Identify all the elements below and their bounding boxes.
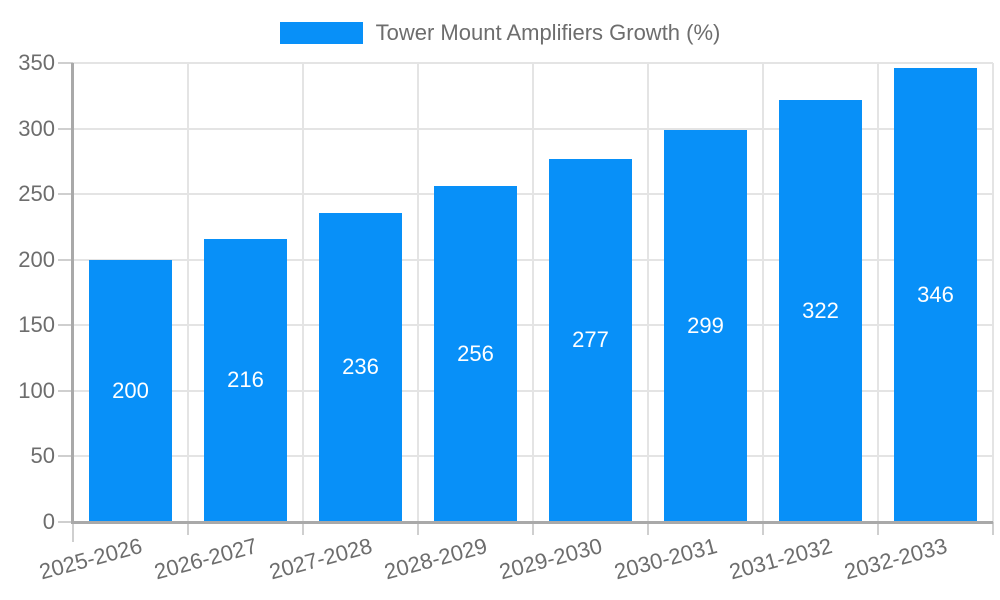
gridline-vertical [762,63,764,522]
x-axis-tick-label: 2032-2033 [841,533,950,585]
gridline-vertical [992,63,994,522]
bar[interactable] [89,259,172,522]
y-axis-tick [58,324,73,327]
x-axis-tick [647,522,649,535]
x-axis-tick [302,522,304,535]
y-axis-tick-label: 200 [18,246,55,272]
bar-value-label: 256 [457,341,494,367]
y-axis-tick-label: 100 [18,377,55,403]
bar[interactable] [894,68,977,522]
y-axis-tick-label: 350 [18,50,55,75]
x-axis-tick-label: 2025-2026 [36,533,145,585]
bar[interactable] [779,99,862,522]
x-axis-tick [762,522,764,535]
x-axis-line [71,521,993,524]
gridline-vertical [647,63,649,522]
x-axis-tick-label: 2029-2030 [496,533,605,585]
x-axis-tick-label: 2028-2029 [381,533,490,585]
bar-value-label: 346 [917,282,954,308]
bar[interactable] [434,186,517,522]
gridline-vertical [532,63,534,522]
x-axis-tick [72,522,74,542]
y-axis-tick [58,193,73,196]
gridline-vertical [302,63,304,522]
y-axis-tick-label: 50 [30,443,55,469]
y-axis-tick [58,258,73,261]
y-axis-line [71,63,74,522]
y-axis-tick [58,62,73,64]
y-axis-tick [58,389,73,392]
x-axis-tick-label: 2026-2027 [151,533,260,585]
bar-value-label: 236 [342,354,379,380]
x-axis-tick-label: 2027-2028 [266,533,375,585]
y-axis-tick [58,127,73,130]
bar[interactable] [664,129,747,522]
y-axis-tick [58,455,73,458]
bar[interactable] [319,212,402,522]
legend-item[interactable]: Tower Mount Amplifiers Growth (%) [0,20,1000,46]
gridline-vertical [187,63,189,522]
gridline-vertical [417,63,419,522]
x-axis-tick [187,522,189,535]
bar-value-label: 200 [112,377,149,403]
y-axis-tick-label: 250 [18,181,55,207]
bar[interactable] [204,238,287,522]
bar-value-label: 322 [802,297,839,323]
y-axis-tick-label: 0 [42,509,55,534]
legend-label: Tower Mount Amplifiers Growth (%) [375,20,721,45]
bar-value-label: 299 [687,312,724,338]
y-axis-tick-label: 300 [18,115,55,141]
x-axis-tick-label: 2031-2032 [726,533,835,585]
x-axis-tick [992,522,994,535]
x-axis-tick [417,522,419,535]
legend-swatch [279,22,363,44]
x-axis-tick [532,522,534,535]
x-axis-tick [877,522,879,535]
y-axis-tick [58,521,73,523]
bar-value-label: 277 [572,327,609,353]
y-axis-tick-label: 150 [18,312,55,338]
bar-value-label: 216 [227,367,264,393]
bar[interactable] [549,158,632,522]
gridline-vertical [877,63,879,522]
x-axis-tick-label: 2030-2031 [611,533,720,585]
